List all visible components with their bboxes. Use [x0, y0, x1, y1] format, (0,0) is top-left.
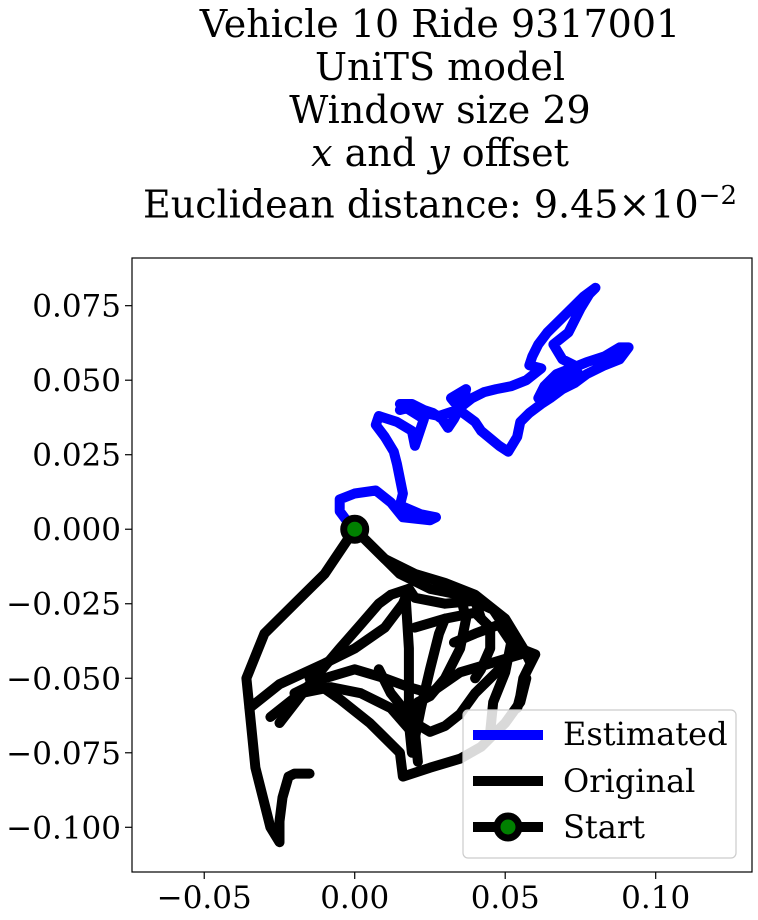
- x-tick-label: 0.10: [621, 880, 690, 916]
- y-tick-label: 0.075: [32, 289, 121, 325]
- legend-box: [462, 709, 737, 859]
- y-axis-ticks: 0.075 0.050 0.025 0.000 −0.025 −0.050 −0.075 −0…: [6, 289, 132, 846]
- x-tick-label: −0.05: [157, 880, 252, 916]
- start-marker: [340, 514, 370, 544]
- title-exponent: −2: [698, 181, 737, 211]
- original-trajectory-segment: [241, 524, 360, 848]
- title-base: 10: [650, 182, 699, 227]
- title-distance-text: Euclidean distance: 9.45: [143, 182, 619, 227]
- chart-title-line-2: UniTS model: [315, 45, 565, 89]
- y-tick-label: −0.100: [6, 810, 121, 846]
- chart-title-line-4: x and y offset: [0, 131, 758, 176]
- chart-title-line-3: Window size 29: [289, 88, 591, 132]
- y-tick-label: −0.075: [6, 736, 121, 772]
- title-x-symbol: x: [311, 131, 333, 175]
- original-trajectory-segment: [400, 595, 450, 758]
- y-tick-label: 0.000: [32, 512, 121, 548]
- title-offset-text: offset: [449, 131, 569, 175]
- y-tick-label: −0.050: [6, 661, 121, 697]
- legend-start-label: Start: [563, 808, 645, 846]
- x-axis-ticks: −0.05 0.00 0.05 0.10: [157, 872, 690, 916]
- y-tick-label: −0.025: [6, 587, 121, 623]
- start-marker-group: [340, 514, 370, 544]
- y-tick-label: 0.025: [32, 438, 121, 474]
- original-trajectory-segment: [409, 589, 472, 767]
- chart-title-line-5: Euclidean distance: 9.45×10−2: [0, 174, 758, 228]
- estimated-trajectory-line: [334, 282, 634, 535]
- title-times-sign: ×: [618, 182, 651, 227]
- legend-start-swatch-marker: [493, 812, 523, 842]
- x-tick-label: 0.00: [320, 880, 389, 916]
- original-trajectory-segment: [409, 607, 496, 684]
- plot-frame: [131, 257, 753, 873]
- y-tick-label: 0.050: [32, 363, 121, 399]
- title-and-text: and: [332, 131, 429, 175]
- original-trajectory-segment: [512, 643, 541, 714]
- legend-estimated-label: Estimated: [563, 715, 728, 753]
- chart-title-line-1: Vehicle 10 Ride 9317001: [199, 2, 681, 46]
- estimated-series: [334, 282, 634, 535]
- legend-original-label: Original: [563, 762, 695, 800]
- original-trajectory-segment: [373, 658, 511, 737]
- title-y-symbol: y: [428, 131, 450, 175]
- legend: Estimated Original Start: [462, 709, 737, 859]
- original-trajectory-segment: [265, 682, 414, 734]
- x-tick-label: 0.05: [471, 880, 540, 916]
- original-trajectory-segment: [449, 619, 517, 737]
